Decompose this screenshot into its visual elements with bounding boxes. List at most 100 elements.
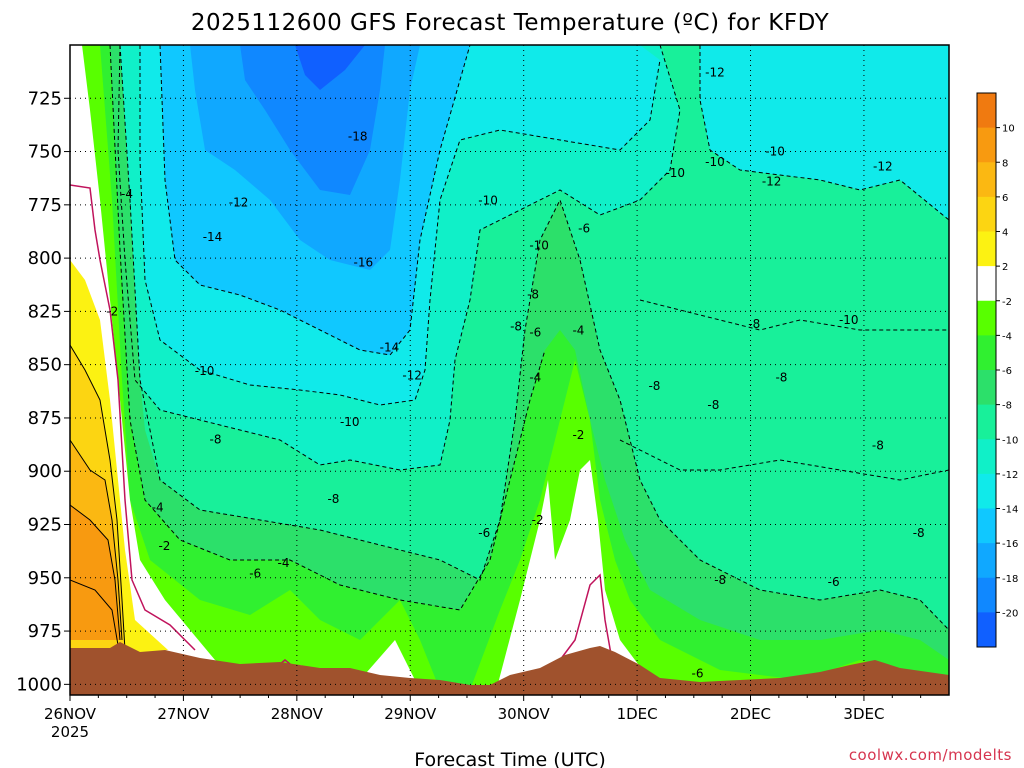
plot-area: -4-2-4-2-10-8-14-12-6-4-8-10-18-16-14-12… [70,45,949,695]
contour-label: -8 [210,432,222,446]
y-tick-label: 775 [28,195,62,216]
contour-label: -6 [249,567,261,581]
colorbar-tick-label: -14 [1002,505,1018,516]
contour-label: -12 [229,196,249,210]
contour-label: -14 [380,341,400,355]
colorbar-tick-label: 10 [1002,124,1015,135]
contour-label: -12 [705,66,725,80]
x-tick-label: 30NOV [498,705,551,723]
colorbar-swatch [977,335,996,371]
colorbar-tick-label: 6 [1002,193,1008,204]
contour-label: -2 [532,513,544,527]
y-tick-label: 950 [28,568,62,589]
contour-label: -10 [705,155,725,169]
contour-line [159,45,471,356]
colorbar-tick-label: -20 [1002,608,1018,619]
x-tick-label: 3DEC [843,705,884,723]
colorbar-swatch [977,266,996,302]
contour-label: -2 [572,428,584,442]
x-tick-label: 27NOV [157,705,210,723]
contour-label: -6 [578,221,590,235]
colorbar-swatch [977,93,996,129]
colorbar-tick-label: -10 [1002,435,1018,446]
plot-frame [69,44,950,696]
x-tick-label: 28NOV [271,705,324,723]
colorbar-swatch [977,162,996,198]
contour-line [109,45,546,611]
contour-line [619,439,949,481]
x-axis-ticks: 26NOV 27NOV 28NOV 29NOV 30NOV 1DEC 2DEC 3DEC [44,695,922,723]
contour-label: -8 [748,317,760,331]
colorbar-tick-label: -12 [1002,470,1018,481]
colorbar-tick-label: -18 [1002,574,1018,585]
isotherm-line [70,504,121,641]
contour-label: -8 [775,370,787,384]
colorbar-swatch [977,473,996,509]
y-tick-label: 850 [28,355,62,376]
contour-label: -8 [527,287,539,301]
colorbar-tick-label: -2 [1002,297,1012,308]
y-tick-label: 900 [28,461,62,482]
chart-title: 2025112600 GFS Forecast Temperature (ºC)… [191,10,830,36]
contour-label: -4 [121,187,133,201]
isotherm-line [70,344,126,651]
y-tick-label: 925 [28,515,62,536]
colorbar-tick-label: -6 [1002,366,1012,377]
freezing-isotherm [559,573,613,661]
contour-label: -8 [648,379,660,393]
contour-label: -8 [913,526,925,540]
contour-label: -16 [354,255,374,269]
freezing-isotherm [70,184,196,651]
terrain [70,642,949,695]
contour-labels: -4-2-4-2-10-8-14-12-6-4-8-10-18-16-14-12… [106,66,924,681]
colorbar-swatch [977,612,996,648]
colorbar-tick-label: 8 [1002,158,1008,169]
contour-line [117,45,681,471]
contour-label: -6 [529,326,541,340]
contour-label: -10 [765,145,785,159]
y-axis-ticks: 725 750 775 800 825 850 875 900 925 950 975 1000 [16,88,70,695]
colorbar-tick-label: -8 [1002,401,1012,412]
region-minus8-to-minus6 [70,45,949,695]
colorbar: 10 8 6 4 2 -2 -4 -6 -8 -10 -12 -14 -16 -18 -20 [976,92,1018,648]
colorbar-tick-label: -4 [1002,331,1012,342]
contour-line [139,45,661,406]
warm-isotherms [70,344,126,651]
colorbar-swatch [977,196,996,232]
region-minus18-to-minus20 [240,45,385,195]
contour-label: -6 [478,526,490,540]
contour-label: -4 [529,370,541,384]
region-above-minus2-right-wedge [495,460,670,695]
contour-label: -10 [839,313,859,327]
contour-line [699,45,949,221]
x-tick-label: 26NOV [44,705,97,723]
credit-text: coolwx.com/modelts [849,746,1012,764]
contour-label: -2 [106,304,118,318]
contour-label: -8 [510,319,522,333]
contour-label: -8 [872,439,884,453]
contour-label: -10 [478,194,498,208]
isotherm-line [70,439,123,641]
y-tick-label: 825 [28,301,62,322]
y-tick-label: 875 [28,408,62,429]
contour-label: -4 [278,556,290,570]
region-warm-6-to-8 [70,505,120,640]
colorbar-swatch [977,127,996,163]
colorbar-swatch [977,300,996,336]
colorbar-swatch [977,370,996,406]
x-tick-label: 1DEC [617,705,658,723]
colorbar-swatch [977,439,996,475]
colorbar-swatch [977,543,996,579]
contour-label: -6 [828,575,840,589]
contour-label: -10 [195,364,215,378]
contour-label: -6 [692,667,704,681]
y-tick-label: 750 [28,142,62,163]
contour-line [639,299,949,331]
contour-line [119,45,949,631]
contour-label: -8 [707,398,719,412]
region-upper-right-cold [700,45,949,220]
isotherm-line [70,579,119,646]
contour-label: -10 [529,238,549,252]
colorbar-swatch [977,508,996,544]
